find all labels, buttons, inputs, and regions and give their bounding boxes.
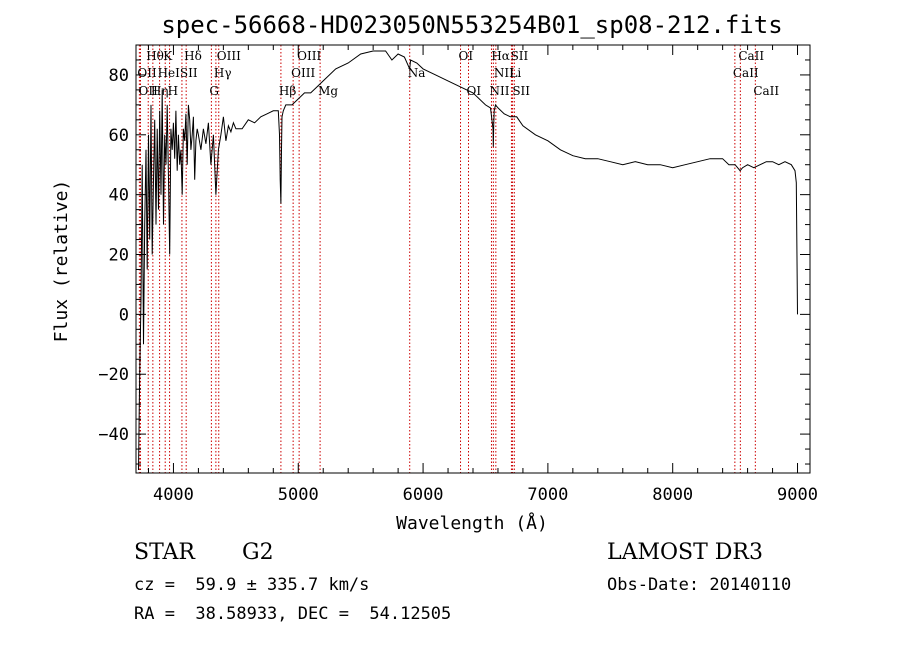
flux-series-line (138, 50, 798, 471)
x-axis-label: Wavelength (Å) (396, 512, 548, 534)
spectral-line-label: OIII (217, 49, 241, 63)
obs-date: Obs-Date: 20140110 (607, 575, 792, 595)
y-tick-label: −20 (98, 365, 129, 385)
spectral-line-label: Hη (151, 84, 169, 98)
spectral-line-label: CaII (733, 66, 759, 80)
y-tick-label: 0 (119, 305, 129, 325)
spectral-line-label: SII (511, 49, 529, 63)
y-tick-label: 60 (109, 126, 129, 146)
chart-title: spec-56668-HD023050N553254B01_sp08-212.f… (161, 11, 782, 39)
spectral-line-label: CaII (753, 84, 779, 98)
spectral-line-label: SII (180, 66, 198, 80)
redshift-readout: cz = 59.9 ± 335.7 km/s (134, 575, 370, 595)
spectral-line-label: OIII (291, 66, 315, 80)
spectral-line-label: Hγ (214, 66, 232, 80)
x-tick-label: 7000 (527, 485, 568, 505)
spectral-line-label: Hθ (146, 49, 164, 63)
y-axis-label: Flux (relative) (51, 180, 72, 343)
spectral-line-label: OI (467, 84, 482, 98)
spectral-line-label: Na (408, 66, 426, 80)
spectral-line-label: SII (512, 84, 530, 98)
y-tick-label: 80 (109, 66, 129, 86)
x-axis: 4000 5000 6000 7000 8000 9000 (147, 45, 818, 505)
object-subclass: G2 (242, 540, 274, 565)
spectral-line-label: OI (459, 49, 474, 63)
spectral-line-label: H (168, 84, 178, 98)
spectral-line-label: OIII (297, 49, 321, 63)
x-tick-label: 4000 (153, 485, 194, 505)
y-axis: −40 −20 0 20 40 60 80 (98, 44, 810, 465)
spectral-line-label: Li (509, 66, 521, 80)
spectral-line-label: Hδ (184, 49, 202, 63)
x-tick-label: 6000 (403, 485, 444, 505)
x-tick-label: 8000 (652, 485, 693, 505)
y-tick-label: 20 (109, 246, 129, 266)
object-class: STAR (134, 540, 195, 565)
spectral-line-label: HeI (158, 66, 181, 80)
spectral-line-label: NII (489, 84, 509, 98)
spectral-line-label: Mg (318, 84, 338, 98)
spectral-line-label: OII (137, 66, 157, 80)
spectral-line-label: Hβ (279, 84, 296, 98)
coordinates: RA = 38.58933, DEC = 54.12505 (134, 604, 452, 624)
spectral-line-label: Hα (491, 49, 510, 63)
line-markers (138, 45, 756, 473)
spectral-line-label: NII (494, 66, 514, 80)
spectral-line-label: CaII (738, 49, 764, 63)
spectral-line-label: K (163, 49, 173, 63)
x-tick-label: 9000 (777, 485, 818, 505)
survey-name: LAMOST DR3 (607, 540, 763, 565)
plot-frame (135, 44, 811, 474)
y-tick-label: −40 (98, 425, 129, 445)
plot-area: 4000 5000 6000 7000 8000 9000 −40 −20 0 20 40 60 80… (98, 44, 818, 505)
x-tick-label: 5000 (278, 485, 319, 505)
spectral-line-label: G (209, 84, 219, 98)
y-tick-label: 40 (109, 186, 129, 206)
spectral-line-label: OII (138, 84, 158, 98)
